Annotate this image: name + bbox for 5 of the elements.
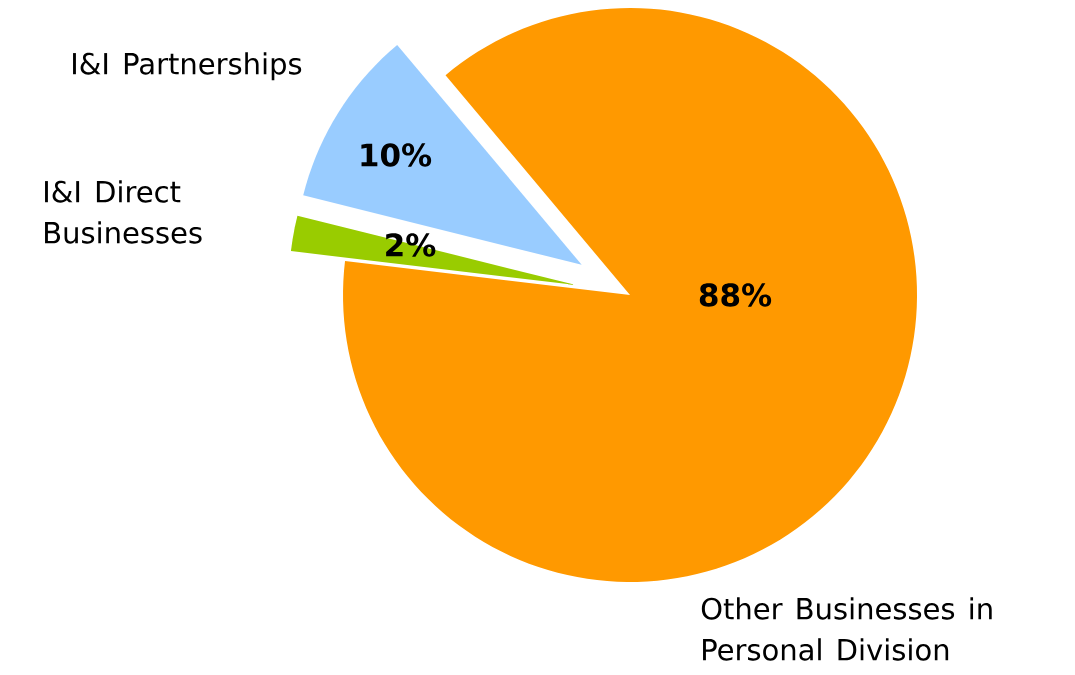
slice-label: Other Businesses in Personal Division <box>701 597 992 661</box>
data-label: 10% <box>361 143 432 167</box>
data-label: 88% <box>699 283 772 307</box>
slice-label: I&I Direct Businesses <box>45 180 202 244</box>
slice-label: I&I Partnerships <box>73 52 302 81</box>
